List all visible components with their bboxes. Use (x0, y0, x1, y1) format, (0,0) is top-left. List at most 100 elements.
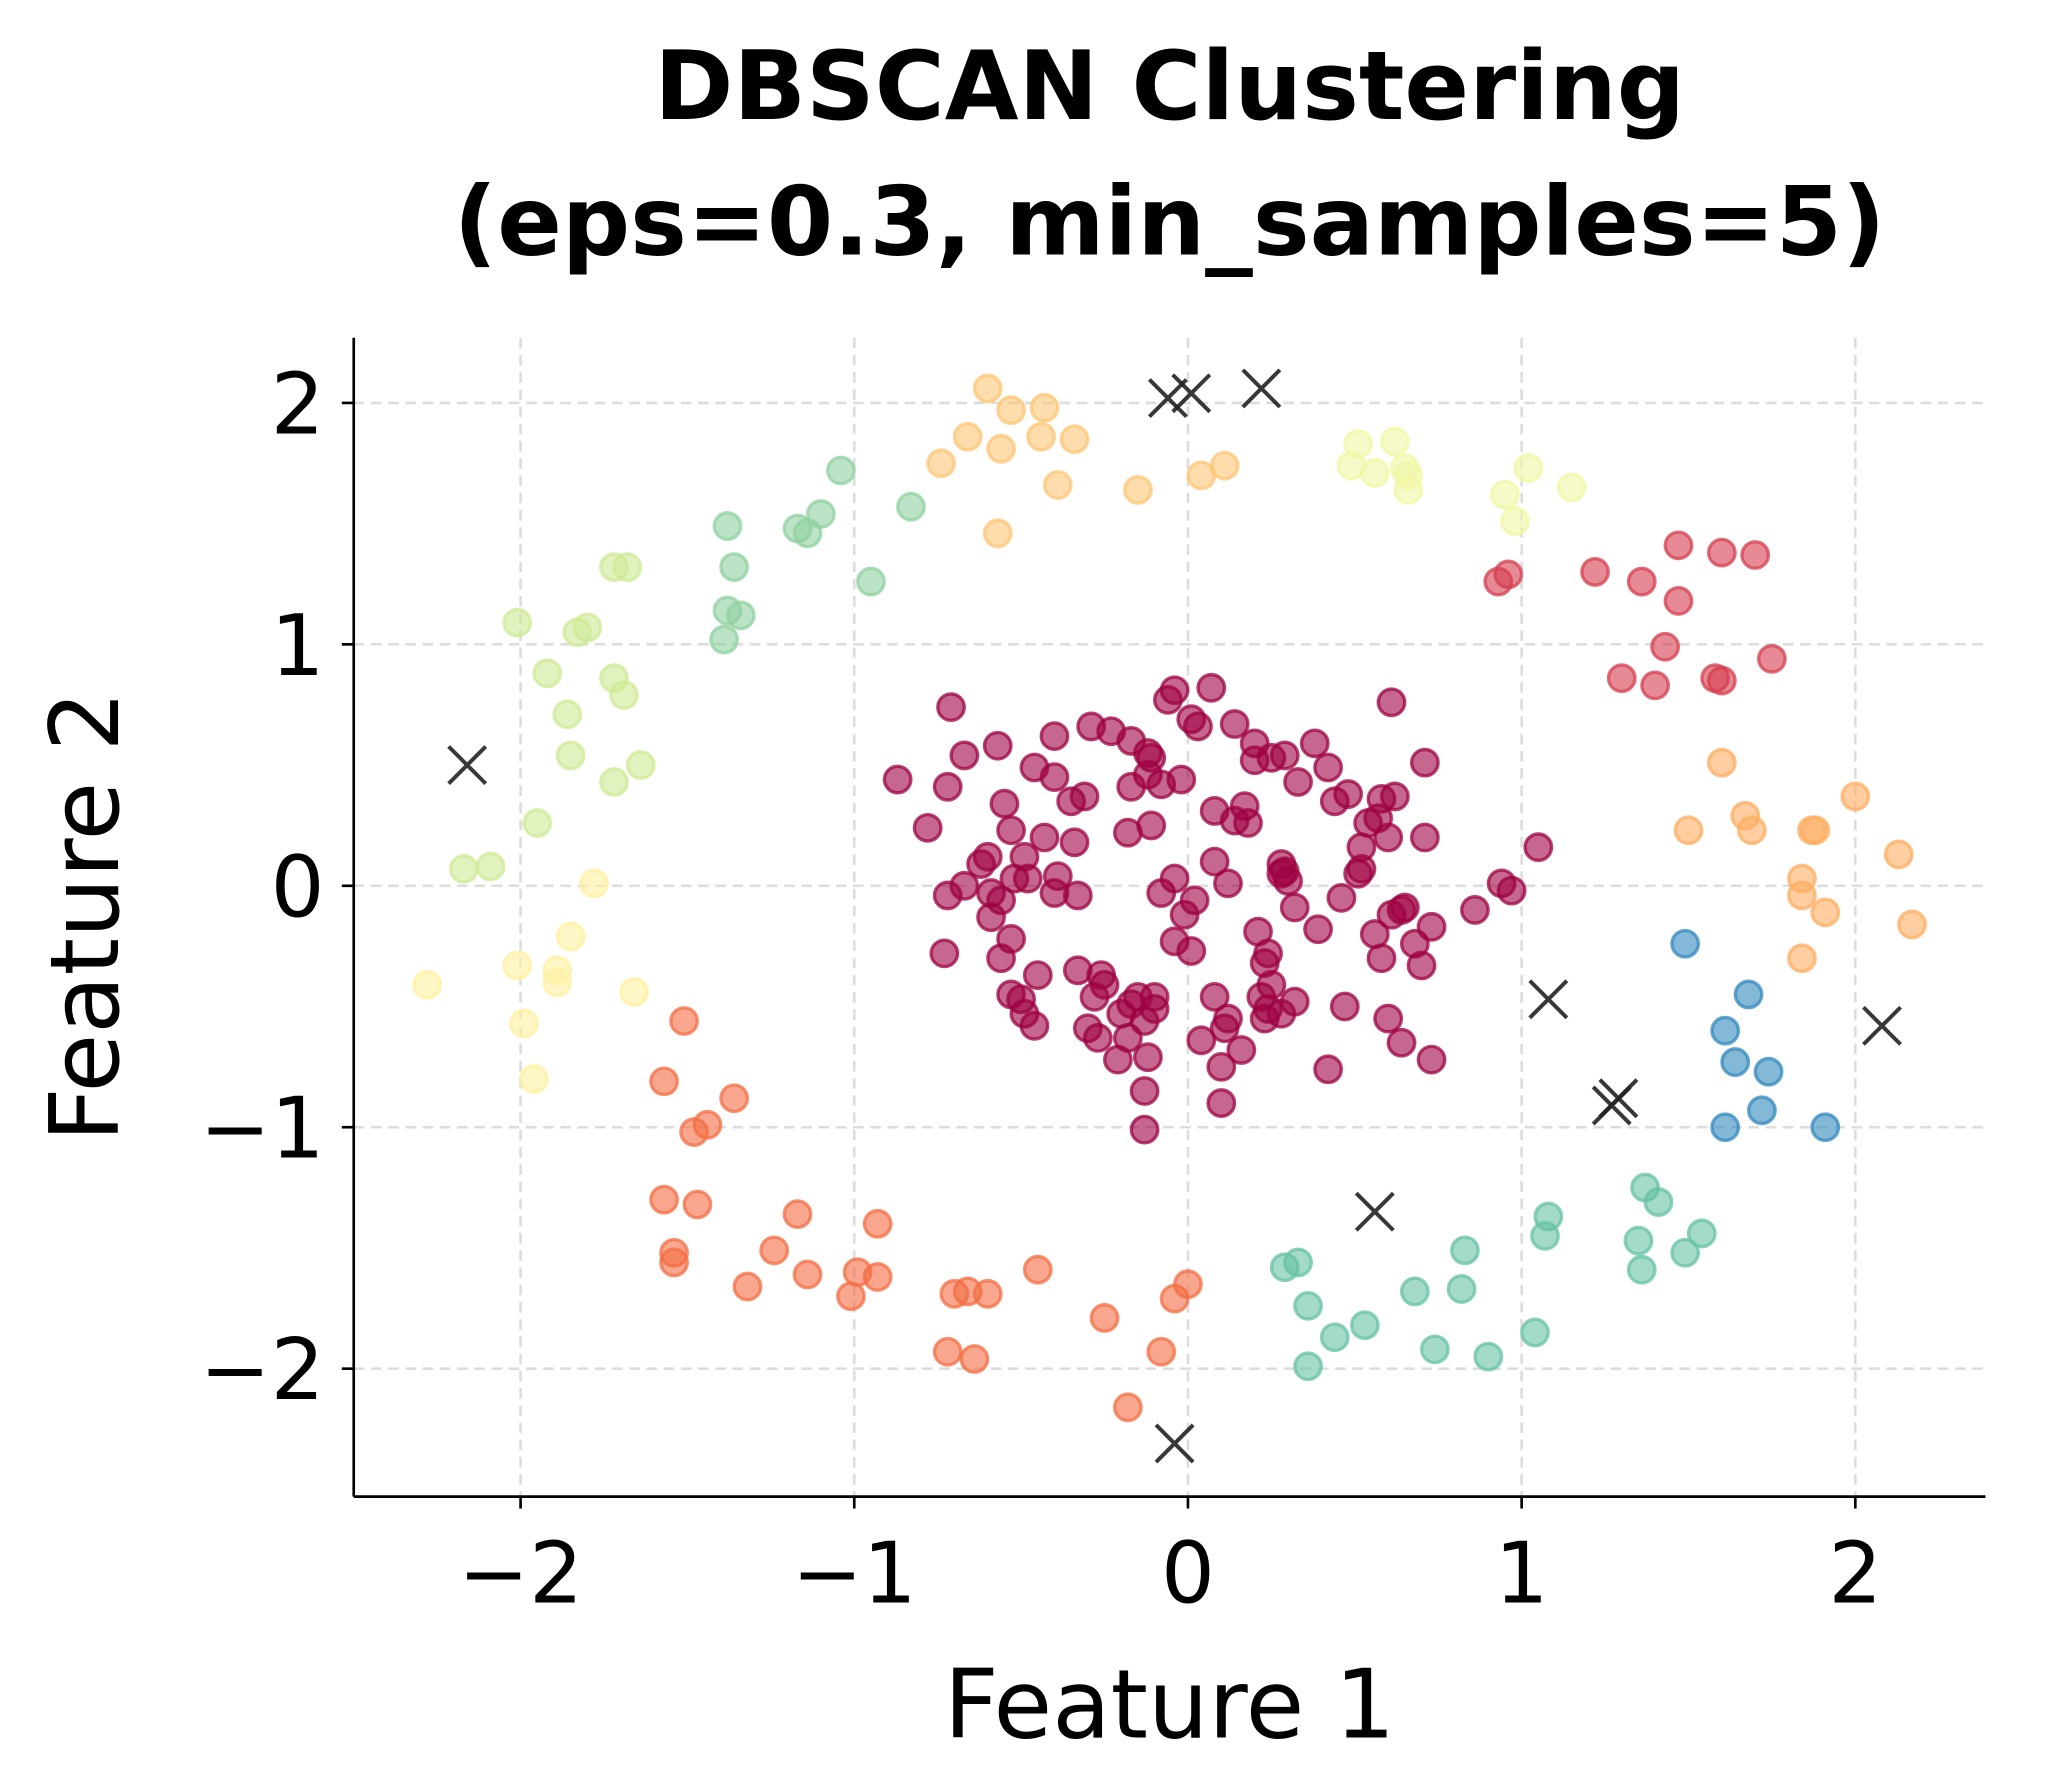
cluster-point (1273, 866, 1303, 896)
cluster-point (1810, 897, 1841, 928)
cluster-point (1209, 450, 1240, 481)
cluster-point (996, 924, 1026, 954)
cluster-point (1496, 875, 1527, 906)
cluster-point (986, 885, 1016, 916)
cluster-point (972, 841, 1003, 872)
tick-labels: −2 −1 0 1 2 −2 −1 0 1 2 (200, 354, 1883, 1622)
noise-point (447, 745, 488, 786)
axes (341, 337, 1986, 1509)
cluster-point (1670, 1237, 1701, 1268)
cluster-point (1069, 781, 1100, 812)
cluster-point (1710, 1112, 1741, 1143)
cluster-point (1226, 1035, 1257, 1065)
cluster-point (986, 433, 1016, 464)
cluster-point (412, 969, 443, 1000)
cluster-point (1379, 781, 1410, 812)
cluster-point (1363, 803, 1394, 834)
cluster-point (959, 1344, 990, 1374)
cluster-point (1746, 1095, 1777, 1126)
cluster-point (982, 730, 1013, 761)
cluster-point (1089, 969, 1120, 1000)
cluster-point (912, 812, 943, 843)
cluster-point (1206, 1088, 1237, 1118)
cluster-point (612, 552, 643, 582)
cluster-point (1022, 960, 1053, 991)
cluster-point (709, 624, 740, 655)
cluster-point (712, 511, 743, 541)
cluster-point (669, 1006, 699, 1036)
cluster-point (1720, 1047, 1751, 1077)
cluster-point (1393, 474, 1424, 505)
x-tick-label: −1 (792, 1524, 917, 1623)
chart-title-line2: (eps=0.3, min_samples=5) (454, 166, 1886, 277)
cluster-point (1473, 1341, 1504, 1372)
cluster-point (1059, 827, 1090, 858)
cluster-point (932, 771, 963, 802)
cluster-point (1186, 1025, 1217, 1056)
cluster-point (1343, 858, 1374, 889)
cluster-point (1213, 868, 1243, 899)
cluster-point (1166, 764, 1197, 795)
cluster-point (1159, 1283, 1190, 1314)
cluster-point (1493, 559, 1524, 590)
x-tick-label: 0 (1161, 1524, 1215, 1623)
cluster-point (1706, 747, 1737, 778)
cluster-point (1409, 747, 1440, 778)
cluster-point (1673, 815, 1704, 846)
cluster-point (1490, 479, 1520, 510)
cluster-point (882, 764, 913, 795)
cluster-point (1450, 1235, 1480, 1266)
cluster-point (679, 1117, 709, 1147)
cluster-point (1159, 675, 1190, 706)
data-points (412, 368, 1927, 1464)
x-axis-label: Feature 1 (944, 1650, 1395, 1761)
cluster-point (1626, 1254, 1657, 1285)
cluster-point (952, 421, 983, 452)
cluster-point (1269, 740, 1300, 771)
cluster-point (502, 950, 533, 981)
cluster-point (1209, 1013, 1240, 1044)
cluster-point (599, 767, 629, 797)
cluster-point (502, 607, 533, 638)
noise-point (1528, 979, 1569, 1020)
noise-point (1154, 1423, 1195, 1464)
cluster-point (522, 808, 553, 838)
cluster-point (826, 455, 856, 486)
cluster-point (842, 1257, 873, 1287)
x-tick-label: 2 (1828, 1524, 1882, 1623)
cluster-point (1299, 728, 1330, 759)
cluster-point (1710, 1015, 1741, 1046)
cluster-point (949, 740, 980, 771)
cluster-point (1112, 817, 1143, 848)
cluster-point (1293, 1351, 1323, 1382)
cluster-point (1706, 665, 1737, 696)
cluster-point (1736, 815, 1767, 846)
cluster-point (836, 1281, 866, 1312)
cluster-point (1279, 892, 1310, 923)
cluster-point (448, 853, 479, 884)
y-tick-label: −1 (200, 1079, 325, 1178)
cluster-point (1840, 781, 1871, 812)
cluster-point (1556, 472, 1587, 503)
grid-lines (353, 337, 1986, 1497)
chart-title-line1: DBSCAN Clustering (654, 31, 1685, 142)
cluster-point (619, 977, 649, 1007)
cluster-point (732, 1271, 763, 1302)
cluster-point (542, 967, 573, 998)
cluster-point (1606, 663, 1637, 694)
cluster-point (1082, 1022, 1113, 1053)
cluster-point (1379, 426, 1410, 457)
cluster-point (792, 1259, 823, 1290)
cluster-point (1129, 1076, 1160, 1106)
cluster-point (982, 518, 1013, 549)
cluster-point (1386, 1027, 1417, 1058)
cluster-point (1283, 767, 1313, 797)
cluster-point (1399, 1276, 1430, 1307)
cluster-point (1787, 880, 1817, 911)
cluster-point (1233, 808, 1263, 838)
cluster-point (1753, 1056, 1784, 1087)
cluster-point (1686, 1218, 1717, 1249)
cluster-point (996, 815, 1026, 846)
cluster-point (1176, 936, 1207, 966)
noise-point (1171, 373, 1212, 414)
